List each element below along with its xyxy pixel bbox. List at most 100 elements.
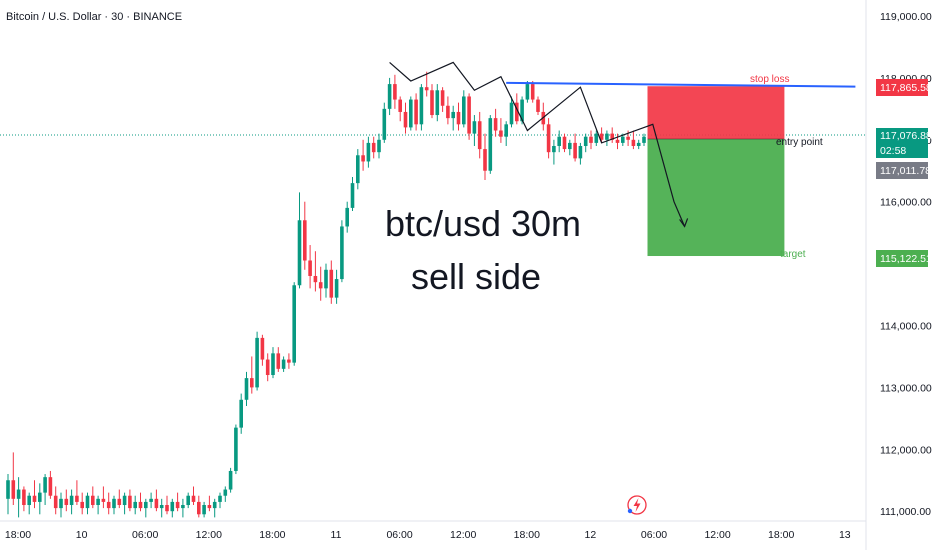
candle-body bbox=[138, 501, 143, 509]
candle-body bbox=[80, 501, 84, 509]
candle-body bbox=[472, 121, 477, 134]
candle-body bbox=[467, 96, 471, 134]
candle-body bbox=[149, 498, 153, 502]
drawing-layer bbox=[389, 61, 856, 228]
candle-body bbox=[456, 111, 461, 125]
candle-body bbox=[165, 505, 169, 512]
candle-body bbox=[536, 99, 540, 112]
candle-body bbox=[6, 480, 10, 499]
candle-body bbox=[318, 282, 323, 289]
candle-body bbox=[493, 118, 498, 131]
x-tick-label: 12 bbox=[585, 529, 597, 541]
candle-body bbox=[170, 501, 175, 512]
candle-body bbox=[106, 501, 111, 509]
candle-body bbox=[371, 142, 376, 153]
candle-body bbox=[59, 498, 63, 509]
entry-price-tag: 117,011.78 bbox=[876, 162, 931, 179]
bar-countdown: 02:58 bbox=[880, 145, 906, 157]
svg-text:117,865.58: 117,865.58 bbox=[880, 82, 932, 94]
candle-body bbox=[260, 337, 265, 360]
candle-body bbox=[32, 495, 37, 502]
candle-body bbox=[446, 105, 450, 119]
candle-body bbox=[207, 505, 212, 509]
entry-point-label: entry point bbox=[776, 137, 823, 148]
candle-body bbox=[101, 498, 106, 502]
candle-body bbox=[271, 353, 275, 376]
candle-body bbox=[313, 275, 318, 283]
x-tick-label: 12:00 bbox=[704, 529, 730, 541]
candle-body bbox=[48, 477, 53, 496]
candle-body bbox=[409, 99, 413, 128]
candle-body bbox=[112, 498, 116, 509]
candle-body bbox=[223, 489, 228, 496]
x-tick-label: 12:00 bbox=[450, 529, 476, 541]
candle-body bbox=[610, 133, 614, 140]
candle-body bbox=[218, 495, 222, 502]
x-tick-label: 06:00 bbox=[641, 529, 667, 541]
candle-body bbox=[303, 220, 307, 261]
svg-text:117,011.78: 117,011.78 bbox=[880, 165, 931, 177]
candle-body bbox=[419, 87, 424, 125]
candle-body bbox=[499, 130, 503, 137]
resistance-line bbox=[506, 81, 856, 88]
candle-body bbox=[96, 498, 100, 506]
candle-body bbox=[520, 99, 524, 122]
lightning-icon[interactable] bbox=[627, 495, 647, 515]
zone-layer bbox=[647, 86, 785, 257]
candle-body bbox=[430, 90, 434, 116]
candle-body bbox=[212, 501, 217, 509]
candle-body bbox=[387, 84, 392, 109]
candle-body bbox=[202, 505, 206, 515]
candle-body bbox=[197, 501, 201, 515]
candle-body bbox=[589, 136, 593, 143]
x-tick-label: 18:00 bbox=[5, 529, 31, 541]
candle-body bbox=[287, 359, 291, 363]
candle-body bbox=[91, 495, 95, 506]
x-tick-label: 18:00 bbox=[768, 529, 794, 541]
target-zone bbox=[647, 139, 785, 257]
candle-body bbox=[642, 136, 646, 143]
candle-body bbox=[382, 108, 387, 140]
candle-body bbox=[414, 99, 418, 125]
current-price-tag: 117,076.88 02:58 bbox=[876, 128, 932, 158]
y-tick-label: 113,000.00 bbox=[880, 382, 932, 394]
x-tick-label: 12:00 bbox=[196, 529, 222, 541]
candle-body bbox=[440, 90, 445, 106]
candle-body bbox=[483, 149, 487, 171]
candle-body bbox=[361, 155, 365, 162]
candle-body bbox=[133, 501, 137, 509]
candle-body bbox=[276, 353, 281, 369]
x-tick-label: 11 bbox=[331, 529, 342, 541]
grid-layer bbox=[0, 0, 867, 550]
candle-body bbox=[175, 501, 180, 509]
chart-title: Bitcoin / U.S. Dollar · 30 · BINANCE bbox=[6, 11, 182, 23]
candle-body bbox=[557, 136, 561, 146]
x-tick-label: 18:00 bbox=[514, 529, 540, 541]
candle-body bbox=[525, 84, 530, 100]
candle-body bbox=[228, 470, 233, 490]
candle-body bbox=[583, 136, 588, 146]
stop-loss-zone bbox=[647, 86, 785, 140]
candle-body bbox=[573, 142, 577, 159]
candle-body bbox=[393, 84, 397, 100]
candle-body bbox=[615, 139, 620, 143]
candle-body bbox=[27, 495, 31, 506]
candle-body bbox=[599, 133, 604, 140]
target-label: target bbox=[780, 249, 806, 260]
candle-body bbox=[22, 489, 26, 506]
candle-body bbox=[281, 359, 286, 369]
candle-body bbox=[477, 121, 482, 150]
candle-body bbox=[308, 260, 312, 276]
candle-body bbox=[350, 183, 355, 208]
candle-body bbox=[435, 90, 440, 116]
x-tick-label: 13 bbox=[839, 529, 851, 541]
x-tick-label: 06:00 bbox=[132, 529, 158, 541]
x-tick-label: 10 bbox=[76, 529, 88, 541]
y-tick-label: 114,000.00 bbox=[880, 321, 932, 333]
candle-body bbox=[239, 399, 243, 428]
y-tick-label: 112,000.00 bbox=[880, 444, 932, 456]
time-axis[interactable]: 18:00 10 06:00 12:00 18:00 11 06:00 12:00 18:00 1… bbox=[5, 529, 851, 541]
candle-body bbox=[75, 495, 79, 502]
stop-price-tag: 117,865.58 bbox=[876, 79, 932, 96]
